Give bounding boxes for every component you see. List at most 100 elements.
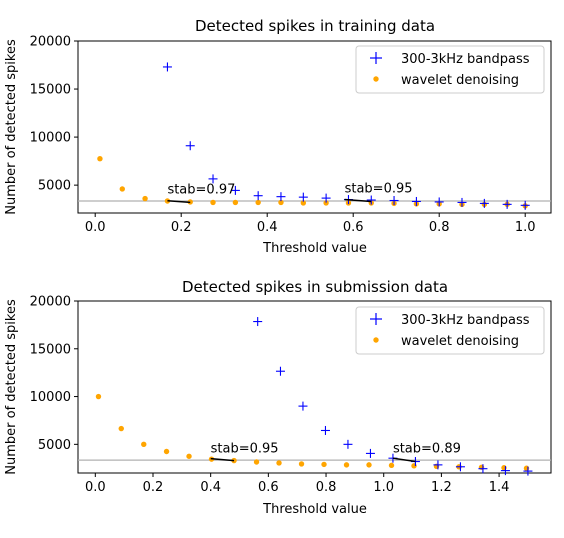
x-tick-label: 0.2 <box>143 480 164 495</box>
annotation-line <box>167 199 191 204</box>
data-point-bandpass <box>523 466 533 476</box>
data-point-bandpass <box>433 460 443 470</box>
data-point-wavelet <box>255 199 261 206</box>
annotation-label: stab=0.95 <box>211 441 279 456</box>
data-point-wavelet <box>141 441 147 448</box>
data-point-bandpass <box>298 401 308 411</box>
data-point-bandpass <box>298 192 308 202</box>
annotation-label: stab=0.95 <box>345 181 413 196</box>
data-point-bandpass <box>411 196 421 206</box>
data-point-wavelet <box>119 186 125 192</box>
y-tick-label: 15000 <box>30 342 71 357</box>
legend-label-wavelet: wavelet denoising <box>401 334 519 349</box>
data-point-bandpass <box>455 462 465 472</box>
y-tick-label: 5000 <box>38 179 71 194</box>
data-point-bandpass <box>457 197 467 207</box>
x-tick-label: 0.6 <box>343 220 364 235</box>
x-tick-label: 1.0 <box>515 220 536 235</box>
data-point-bandpass <box>321 193 331 203</box>
axis-ticks: 0.0 0.2 0.4 0.6 0.8 1.0 1.2 1.4 5000 10000 15000 20… <box>30 295 510 496</box>
x-tick-label: 0.0 <box>85 480 106 495</box>
x-axis-label: Threshold value <box>262 502 367 517</box>
x-tick-label: 1.0 <box>373 480 394 495</box>
y-axis-label: Number of detected spikes <box>4 299 19 475</box>
submission-chart: Detected spikes in submission data Thres… <box>4 278 552 517</box>
data-point-wavelet <box>118 425 124 432</box>
annotation-line <box>210 457 235 462</box>
data-point-bandpass <box>434 197 444 207</box>
x-tick-label: 0.2 <box>171 220 192 235</box>
axis-ticks: 0.0 0.2 0.4 0.6 0.8 1.0 5000 10000 15000 20000 <box>30 35 536 236</box>
y-tick-label: 15000 <box>30 83 71 98</box>
x-tick-label: 0.4 <box>200 480 221 495</box>
plot-frame <box>77 300 552 474</box>
annotation-label: stab=0.97 <box>167 182 235 197</box>
x-axis-label: Threshold value <box>262 241 367 256</box>
data-point-bandpass <box>185 141 195 151</box>
data-point-wavelet <box>298 461 305 467</box>
legend: 300-3kHz bandpass wavelet denoising <box>355 306 545 355</box>
x-tick-label: 0.8 <box>429 220 450 235</box>
annotation-label: stab=0.89 <box>393 441 461 456</box>
data-point-bandpass <box>365 448 375 458</box>
data-point-wavelet <box>366 462 372 468</box>
data-point-wavelet <box>276 460 282 466</box>
annotation-line <box>392 457 416 463</box>
data-point-wavelet <box>210 199 216 206</box>
legend-label-wavelet: wavelet denoising <box>401 73 519 88</box>
data-point-wavelet <box>97 156 103 162</box>
x-tick-label: 0.4 <box>257 220 278 235</box>
x-tick-label: 0.8 <box>316 480 337 495</box>
y-tick-label: 5000 <box>38 438 71 453</box>
data-point-wavelet <box>343 462 350 468</box>
data-point-wavelet <box>142 195 148 202</box>
data-point-bandpass <box>253 317 263 327</box>
data-point-bandpass <box>520 200 530 210</box>
x-tick-label: 1.2 <box>431 480 452 495</box>
data-point-bandpass <box>478 464 488 474</box>
data-marks: stab=0.95 stab=0.89 <box>78 317 551 476</box>
y-axis-label: Number of detected spikes <box>4 39 19 215</box>
data-point-bandpass <box>208 174 218 184</box>
x-tick-label: 1.4 <box>489 480 510 495</box>
data-point-bandpass <box>389 196 399 206</box>
annotation-line <box>344 198 372 203</box>
data-point-wavelet <box>278 199 284 206</box>
data-point-bandpass <box>500 466 510 476</box>
legend-marker-wavelet <box>373 337 379 343</box>
training-chart: Detected spikes in training data Thresho… <box>4 17 552 256</box>
legend-label-bandpass: 300-3kHz bandpass <box>401 313 530 328</box>
data-point-wavelet <box>232 199 239 206</box>
x-tick-label: 0.6 <box>258 480 279 495</box>
data-point-wavelet <box>323 200 329 206</box>
data-point-bandpass <box>275 366 285 376</box>
y-tick-label: 20000 <box>30 295 71 310</box>
plot-frame <box>77 40 552 214</box>
y-tick-label: 10000 <box>30 131 71 146</box>
data-point-bandpass <box>230 185 240 195</box>
y-tick-label: 10000 <box>30 390 71 405</box>
data-point-wavelet <box>186 453 192 459</box>
legend-marker-wavelet <box>373 76 379 82</box>
data-point-bandpass <box>276 192 286 202</box>
legend-marker-bandpass <box>370 313 382 325</box>
data-point-bandpass <box>366 195 376 205</box>
x-tick-label: 0.0 <box>85 220 106 235</box>
data-point-wavelet <box>95 393 102 400</box>
legend-marker-bandpass <box>370 52 382 64</box>
y-tick-label: 20000 <box>30 35 71 50</box>
data-point-bandpass <box>479 198 489 208</box>
data-point-wavelet <box>163 448 170 455</box>
data-point-bandpass <box>343 439 353 449</box>
data-point-wavelet <box>253 459 260 465</box>
data-point-wavelet <box>300 200 307 206</box>
legend-box <box>355 306 545 355</box>
legend-box <box>355 45 545 94</box>
legend-label-bandpass: 300-3kHz bandpass <box>401 52 530 67</box>
data-point-bandpass <box>502 199 512 209</box>
data-point-wavelet <box>321 461 327 468</box>
data-point-bandpass <box>162 62 172 72</box>
data-point-bandpass <box>253 191 263 201</box>
data-point-wavelet <box>388 462 395 469</box>
